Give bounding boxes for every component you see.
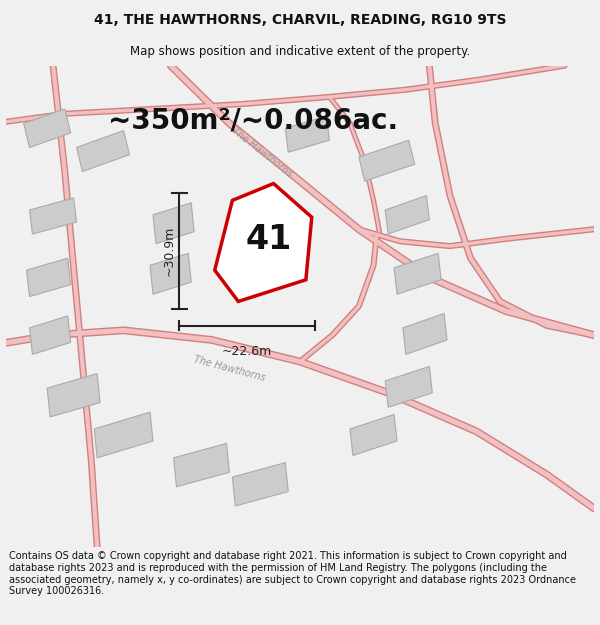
Polygon shape [359,140,415,181]
Polygon shape [26,258,71,297]
Polygon shape [29,316,71,354]
Polygon shape [215,184,312,301]
Polygon shape [150,253,191,294]
Polygon shape [173,443,229,487]
Text: The Hawthorns: The Hawthorns [193,354,266,383]
Text: The Hawthorns: The Hawthorns [230,126,294,179]
Polygon shape [235,213,274,253]
Polygon shape [47,374,100,417]
Text: 41: 41 [245,223,292,256]
Text: ~22.6m: ~22.6m [222,345,272,358]
Polygon shape [94,412,153,458]
Text: ~350m²/~0.086ac.: ~350m²/~0.086ac. [108,107,398,135]
Polygon shape [385,196,430,234]
Text: 41, THE HAWTHORNS, CHARVIL, READING, RG10 9TS: 41, THE HAWTHORNS, CHARVIL, READING, RG1… [94,12,506,27]
Polygon shape [29,198,77,234]
Polygon shape [403,314,447,354]
Polygon shape [23,109,71,148]
Polygon shape [394,253,441,294]
Polygon shape [232,462,288,506]
Polygon shape [350,414,397,456]
Polygon shape [385,366,432,408]
Text: Contains OS data © Crown copyright and database right 2021. This information is : Contains OS data © Crown copyright and d… [9,551,576,596]
Text: Map shows position and indicative extent of the property.: Map shows position and indicative extent… [130,45,470,58]
Polygon shape [77,131,130,171]
Text: ~30.9m: ~30.9m [163,226,175,276]
Polygon shape [153,202,194,244]
Polygon shape [286,116,329,152]
